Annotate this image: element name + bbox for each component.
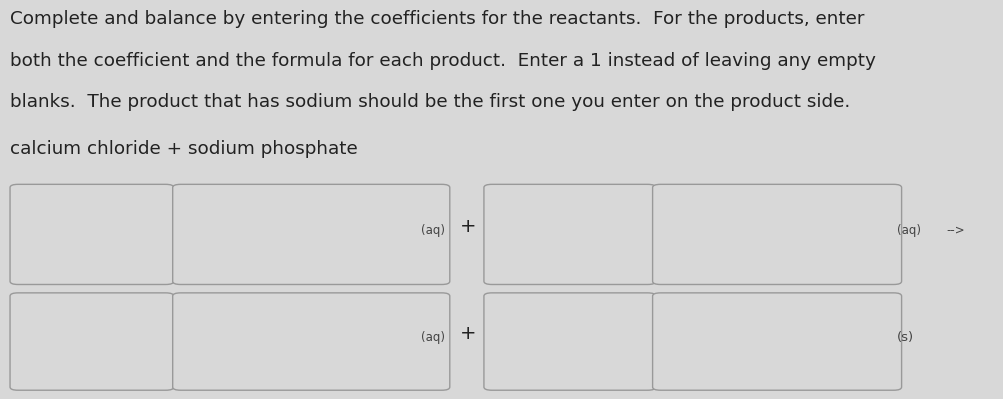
FancyBboxPatch shape [10, 184, 174, 284]
Text: -->: --> [946, 224, 965, 237]
Text: (aq): (aq) [420, 224, 444, 237]
FancyBboxPatch shape [652, 184, 901, 284]
Text: both the coefficient and the formula for each product.  Enter a 1 instead of lea: both the coefficient and the formula for… [10, 52, 875, 70]
Text: +: + [459, 217, 475, 236]
FancyBboxPatch shape [173, 184, 449, 284]
Text: +: + [459, 324, 475, 343]
Text: calcium chloride + sodium phosphate: calcium chloride + sodium phosphate [10, 140, 357, 158]
Text: Complete and balance by entering the coefficients for the reactants.  For the pr: Complete and balance by entering the coe… [10, 10, 864, 28]
FancyBboxPatch shape [652, 293, 901, 390]
FancyBboxPatch shape [10, 293, 174, 390]
Text: (aq): (aq) [896, 224, 920, 237]
Text: (s): (s) [896, 331, 913, 344]
FancyBboxPatch shape [483, 293, 655, 390]
Text: (aq): (aq) [420, 331, 444, 344]
FancyBboxPatch shape [483, 184, 655, 284]
Text: blanks.  The product that has sodium should be the first one you enter on the pr: blanks. The product that has sodium shou… [10, 93, 850, 111]
FancyBboxPatch shape [173, 293, 449, 390]
